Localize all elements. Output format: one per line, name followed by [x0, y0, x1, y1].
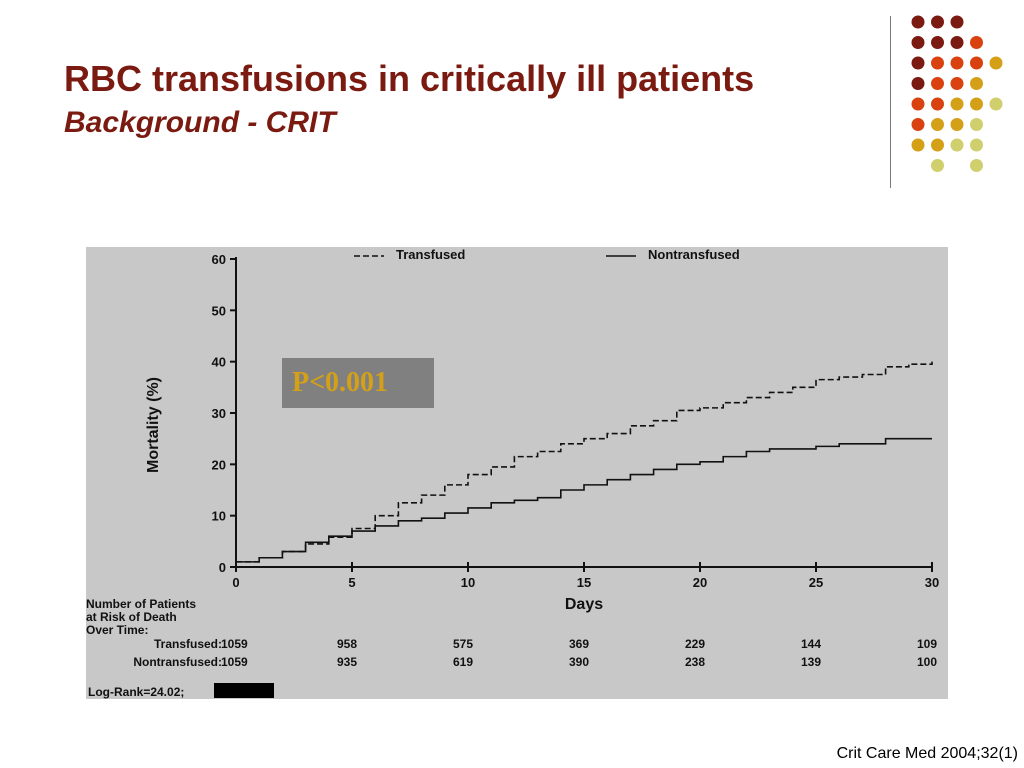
y-tick-label: 30 [212, 406, 226, 421]
risk-heading-line: Over Time: [86, 623, 149, 637]
risk-count: 139 [801, 655, 822, 669]
decorative-dot [931, 36, 944, 49]
y-tick-label: 50 [212, 303, 226, 318]
risk-count: 229 [685, 637, 706, 651]
decorative-dot [931, 97, 944, 111]
decorative-dot [950, 138, 964, 152]
figure-panel: 0 10 20 30 40 50 60 0 5 10 15 20 25 30 Days Mortality (… [86, 247, 948, 699]
series-line-transfused [236, 361, 933, 563]
decorative-dot [950, 118, 964, 131]
decorative-dot [911, 56, 925, 70]
decorative-dot [970, 138, 983, 152]
slide-title: RBC transfusions in critically ill patie… [64, 58, 755, 99]
y-tick-label: 0 [219, 560, 226, 575]
decorative-dot-grid [911, 15, 1003, 172]
citation: Crit Care Med 2004;32(1) [836, 745, 1018, 762]
km-chart: 0 10 20 30 40 50 60 0 5 10 15 20 25 30 Days Mortality (… [145, 247, 939, 613]
decorative-dot [911, 118, 925, 131]
risk-count: 619 [453, 655, 474, 669]
log-rank-text: Log-Rank=24.02; [88, 685, 185, 699]
y-axis-label: Mortality (%) [145, 377, 162, 473]
redaction-bar [214, 683, 274, 698]
decorative-dot [950, 97, 964, 111]
x-axis-label: Days [565, 596, 603, 613]
legend-label-transfused: Transfused [396, 247, 465, 262]
decorative-dot [911, 138, 925, 152]
decorative-dot [931, 159, 944, 172]
risk-heading-line: at Risk of Death [86, 610, 177, 624]
y-tick-label: 20 [212, 457, 226, 472]
decorative-dot [970, 97, 983, 111]
x-tick-label: 0 [232, 575, 239, 590]
y-tick-label: 60 [212, 252, 226, 267]
x-tick-label: 5 [348, 575, 355, 590]
risk-count: 958 [337, 637, 358, 651]
risk-count: 238 [685, 655, 706, 669]
x-tick-label: 15 [577, 575, 591, 590]
decorative-dot [950, 36, 964, 49]
y-tick-label: 40 [212, 355, 226, 370]
risk-table-heading: Number of Patients at Risk of Death Over T… [86, 598, 196, 637]
decorative-dot [970, 77, 983, 90]
risk-count: 1059 [221, 637, 248, 651]
risk-row-label: Nontransfused: [133, 655, 222, 669]
risk-count: 100 [917, 655, 938, 669]
decorative-dot [931, 15, 944, 29]
decorative-dot [950, 56, 964, 70]
decorative-dot [970, 56, 983, 70]
decorative-dot [911, 36, 925, 49]
risk-count: 109 [917, 637, 938, 651]
x-tick-label: 30 [925, 575, 939, 590]
decorative-dot [989, 97, 1003, 111]
risk-heading-line: Number of Patients [86, 597, 197, 611]
decorative-dot [950, 15, 964, 29]
risk-count: 935 [337, 655, 358, 669]
risk-count: 144 [801, 637, 822, 651]
series-line-nontransfused [236, 437, 932, 563]
vertical-rule [890, 16, 891, 188]
decorative-dot [931, 77, 944, 90]
y-tick-label: 10 [212, 509, 226, 524]
decorative-dot [989, 56, 1003, 70]
risk-count: 1059 [221, 655, 248, 669]
risk-count: 575 [453, 637, 474, 651]
legend-label-nontransfused: Nontransfused [648, 247, 740, 262]
decorative-dot [970, 36, 983, 49]
slide-subtitle: Background - CRIT [64, 106, 336, 139]
decorative-dot [950, 77, 964, 90]
p-value-box: P<0.001 [282, 358, 434, 408]
risk-count: 369 [569, 637, 590, 651]
x-tick-label: 20 [693, 575, 707, 590]
decorative-dot [970, 118, 983, 131]
x-tick-label: 25 [809, 575, 823, 590]
decorative-dot [931, 118, 944, 131]
decorative-dot [911, 15, 925, 29]
decorative-dot [970, 159, 983, 172]
decorative-dot [911, 77, 925, 90]
risk-count: 390 [569, 655, 590, 669]
decorative-dot [931, 56, 944, 70]
risk-row-label: Transfused: [153, 637, 222, 651]
decorative-dot [911, 97, 925, 111]
x-tick-label: 10 [461, 575, 475, 590]
decorative-dot [931, 138, 944, 152]
